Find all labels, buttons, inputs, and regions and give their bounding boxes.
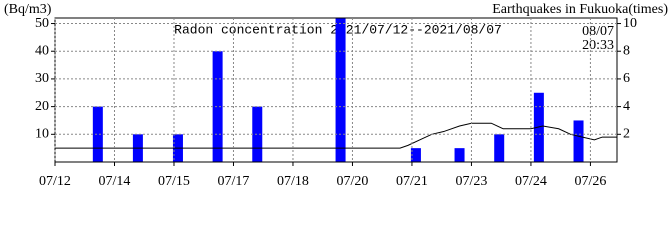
bar xyxy=(335,18,346,162)
bar xyxy=(252,106,263,162)
y-tick-label: 10 xyxy=(35,127,49,142)
bar xyxy=(454,148,465,162)
x-tick-label: 07/15 xyxy=(158,174,190,189)
x-tick-label: 07/18 xyxy=(277,174,309,189)
y-tick-label: 30 xyxy=(35,71,49,86)
bar xyxy=(494,134,505,162)
y-tick-label: 20 xyxy=(35,99,49,114)
time-label: 20:33 xyxy=(582,38,614,53)
y-axis-label: (Bq/m3) xyxy=(4,2,52,17)
chart: (Bq/m3) Earthquakes in Fukuoka(times) Ra… xyxy=(4,2,668,189)
x-tick-label: 07/20 xyxy=(337,174,369,189)
bar xyxy=(573,120,584,162)
plot-area xyxy=(55,18,617,162)
bar xyxy=(410,148,421,162)
y2-tick-label: 4 xyxy=(623,99,630,114)
line xyxy=(55,122,617,149)
x-tick-label: 07/21 xyxy=(396,174,428,189)
x-tick-label: 07/14 xyxy=(99,174,131,189)
bar xyxy=(212,51,223,162)
y2-tick-label: 6 xyxy=(623,71,630,86)
y-tick-label: 50 xyxy=(35,16,49,31)
y2-tick-label: 8 xyxy=(623,43,630,58)
y2-axis-label: Earthquakes in Fukuoka(times) xyxy=(492,2,668,17)
y2-tick-label: 2 xyxy=(623,127,630,142)
x-tick-label: 07/17 xyxy=(218,174,250,189)
x-tick-label: 07/24 xyxy=(515,174,547,189)
y-tick-label: 40 xyxy=(35,43,49,58)
bar xyxy=(92,106,103,162)
x-tick-label: 07/26 xyxy=(574,174,606,189)
y2-tick-label: 10 xyxy=(623,16,637,31)
x-tick-label: 07/23 xyxy=(455,174,487,189)
x-tick-label: 07/12 xyxy=(39,174,71,189)
date-label: 08/07 xyxy=(582,24,614,39)
